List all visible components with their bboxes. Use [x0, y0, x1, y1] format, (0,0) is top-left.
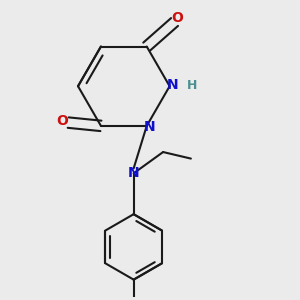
- Text: O: O: [171, 11, 183, 25]
- Text: H: H: [187, 79, 197, 92]
- Text: N: N: [167, 78, 178, 92]
- Text: N: N: [128, 166, 140, 180]
- Text: N: N: [143, 120, 155, 134]
- Text: O: O: [56, 114, 68, 128]
